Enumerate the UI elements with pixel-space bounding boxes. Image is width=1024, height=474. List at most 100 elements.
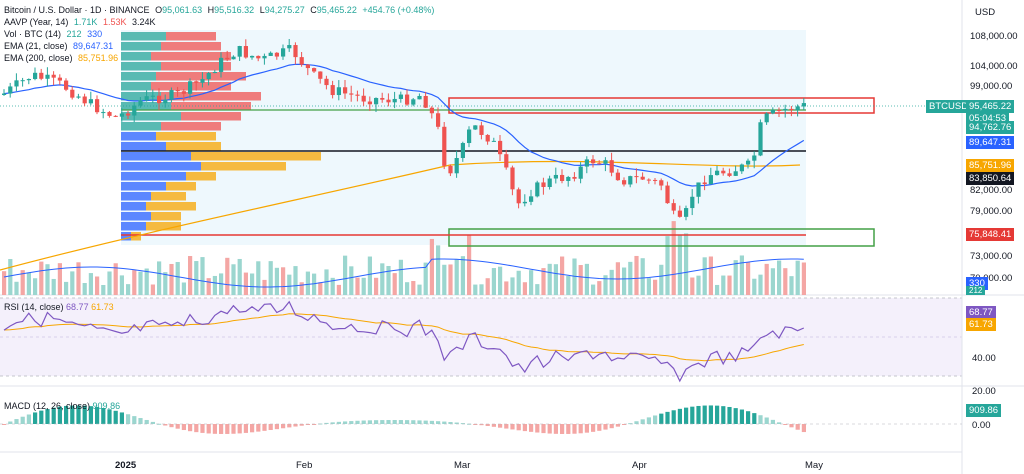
volume-bar: [498, 266, 503, 295]
volume-bar: [510, 277, 515, 295]
ema21-value: 89,647.31: [73, 41, 114, 51]
macd-bar: [126, 414, 131, 424]
volume-profile-down: [156, 132, 216, 141]
candle-body: [442, 126, 447, 166]
volume-bar: [677, 234, 682, 295]
macd-bar: [76, 405, 81, 424]
candle-body: [256, 55, 261, 59]
ema-21-line[interactable]: [3, 63, 805, 187]
volume-bar: [516, 270, 521, 295]
candle-body: [572, 176, 577, 179]
macd-bar: [8, 421, 13, 424]
macd-bar: [206, 424, 211, 434]
rsi-tag: 68.77: [966, 306, 996, 319]
volume-ma-line: [3, 258, 804, 288]
candle-body: [696, 182, 701, 197]
macd-bar: [640, 419, 645, 424]
macd-bar: [274, 424, 279, 430]
macd-bar: [646, 417, 651, 424]
volume-profile-up: [121, 82, 151, 91]
volume-bar: [45, 264, 50, 295]
volume-bar: [14, 281, 19, 295]
volume-bar: [107, 271, 112, 295]
symbol-legend[interactable]: Bitcoin / U.S. Dollar · 1D · BINANCE O95…: [4, 5, 437, 16]
candle-body: [473, 125, 478, 130]
resistance-zone[interactable]: [448, 97, 875, 114]
ema200-legend[interactable]: EMA (200, close) 85,751.96: [4, 53, 121, 64]
last-price-tag: 95,465.22: [966, 100, 1015, 113]
volume-bar: [305, 271, 310, 295]
macd-bar: [175, 424, 180, 429]
candle-body: [615, 172, 620, 181]
volume-bar: [436, 245, 441, 295]
macd-bar: [312, 424, 317, 425]
ohlc-c: C95,465.22: [310, 5, 357, 15]
macd-bar: [169, 424, 174, 428]
candle-body: [553, 174, 558, 179]
ema-200-line[interactable]: [0, 160, 801, 271]
volume-bar: [429, 238, 434, 295]
ema21-legend[interactable]: EMA (21, close) 89,647.31: [4, 41, 116, 52]
volume-bar: [132, 270, 137, 295]
volume-bar: [653, 279, 658, 295]
candle-body: [752, 155, 757, 161]
volume-bar: [442, 264, 447, 295]
volume-bar: [287, 274, 292, 295]
volume-bar: [789, 276, 794, 295]
volume-bar: [603, 275, 608, 295]
volume-bar: [727, 275, 732, 295]
macd-bar: [609, 424, 614, 429]
aavp-v2: 1.53K: [102, 17, 127, 27]
macd-bar: [541, 424, 546, 434]
candle-body: [250, 55, 255, 58]
candle-body: [126, 113, 131, 116]
volume-bar: [82, 282, 87, 295]
macd-bar: [764, 417, 769, 424]
macd-bar: [702, 405, 707, 424]
candle-body: [405, 94, 410, 105]
volume-bar: [659, 264, 664, 295]
volume-profile-up: [121, 112, 181, 121]
macd-histogram: [2, 405, 806, 434]
volume-bar: [578, 265, 583, 295]
candle-body: [293, 45, 298, 58]
macd-bar: [287, 424, 292, 428]
volume-bar: [622, 267, 627, 295]
macd-bar: [783, 424, 788, 425]
candle-body: [95, 99, 100, 113]
macd-bar: [107, 409, 112, 424]
macd-bar: [789, 424, 794, 428]
candle-body: [423, 95, 428, 108]
volume-bar: [696, 275, 701, 295]
candle-body: [274, 52, 279, 57]
volume-legend[interactable]: Vol · BTC (14) 212 330: [4, 29, 105, 40]
volume-bar: [454, 259, 459, 295]
candle-body: [436, 113, 441, 127]
candle-body: [758, 122, 763, 156]
support-zone[interactable]: [448, 228, 875, 247]
rsi-legend[interactable]: RSI (14, close) 68.77 61.73: [4, 302, 114, 312]
price-tick: 99,000.00: [970, 81, 1013, 92]
volume-profile-down: [146, 202, 196, 211]
ohlc-change: +454.76 (+0.48%): [362, 5, 435, 15]
currency-label[interactable]: USD: [975, 7, 996, 18]
aavp-legend[interactable]: AAVP (Year, 14) 1.71K 1.53K 3.24K: [4, 17, 159, 28]
volume-bar: [560, 256, 565, 295]
volume-bar: [51, 278, 56, 295]
volume-profile-down: [166, 182, 196, 191]
macd-legend[interactable]: MACD (12, 26, close) 909.86: [4, 401, 120, 411]
candle-body: [690, 196, 695, 209]
volume-bar: [312, 273, 317, 295]
volume-bar: [758, 274, 763, 295]
candle-body: [454, 158, 459, 174]
volume-bar: [584, 263, 589, 295]
volume-profile-up: [121, 162, 201, 171]
volume-bar: [256, 261, 261, 295]
macd-bar: [795, 424, 800, 430]
volume-profile-up: [121, 172, 186, 181]
macd-bar: [82, 405, 87, 424]
rsi-line[interactable]: [3, 300, 805, 383]
macd-bar: [144, 419, 149, 424]
volume-bar: [144, 268, 149, 295]
